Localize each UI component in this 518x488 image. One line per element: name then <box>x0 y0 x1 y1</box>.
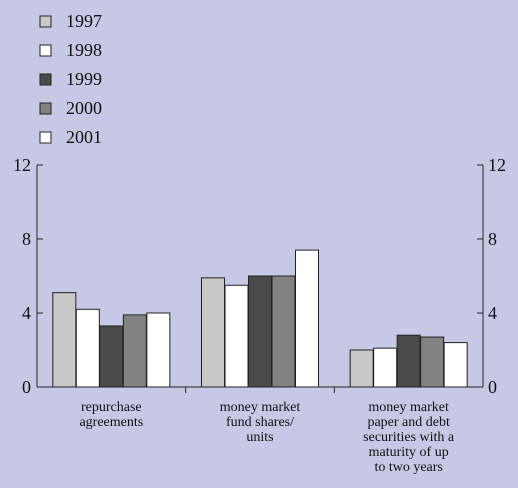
y-tick-label-left-8: 8 <box>22 229 31 249</box>
category-label-2-line-0: money market <box>368 400 449 415</box>
legend-label-1997: 1997 <box>66 11 102 31</box>
y-tick-label-left-12: 12 <box>13 155 31 175</box>
bar-1999-cat1 <box>248 275 272 388</box>
bar-2000-cat2 <box>420 336 445 388</box>
legend-label-2000: 2000 <box>66 98 102 118</box>
bar-1998-cat2 <box>373 347 398 388</box>
category-label-0-line-1: agreements <box>79 415 143 430</box>
category-label-2-line-4: to two years <box>374 460 442 475</box>
legend-label-1998: 1998 <box>66 40 102 60</box>
category-label-2-line-1: paper and debt <box>367 415 450 430</box>
legend-swatch-1997 <box>39 15 52 28</box>
legend-swatch-1998 <box>39 44 52 57</box>
bar-1999-cat2 <box>396 334 421 388</box>
category-label-1-line-1: fund shares/ <box>226 415 294 430</box>
bar-1999-cat0 <box>99 325 124 388</box>
category-label-1-line-2: units <box>246 430 273 445</box>
bar-1997-cat0 <box>52 292 77 388</box>
legend-swatch-1999 <box>39 73 52 86</box>
category-label-2-line-3: maturity of up <box>369 445 449 460</box>
legend-label-2001: 2001 <box>66 127 102 147</box>
legend: 1997 1998 1999 2000 2001 <box>39 11 102 147</box>
category-label-0: repurchase agreements <box>79 400 143 430</box>
y-tick-label-right-12: 12 <box>488 155 506 175</box>
bar-1998-cat0 <box>75 308 100 388</box>
y-tick-label-right-8: 8 <box>488 229 497 249</box>
category-label-0-line-0: repurchase <box>81 400 142 415</box>
y-tick-label-right-0: 0 <box>488 377 497 397</box>
bar-2001-cat1 <box>295 249 319 388</box>
y-tick-label-left-4: 4 <box>22 303 31 323</box>
y-tick-label-right-4: 4 <box>488 303 497 323</box>
category-label-1-line-0: money market <box>220 400 301 415</box>
bar-2000-cat1 <box>271 275 296 388</box>
legend-swatch-2001 <box>39 131 52 144</box>
bar-1997-cat1 <box>201 277 225 388</box>
bar-2000-cat0 <box>122 314 147 388</box>
legend-swatch-2000 <box>39 102 52 115</box>
bar-1998-cat1 <box>224 284 249 388</box>
bar-1997-cat2 <box>349 349 374 388</box>
legend-label-1999: 1999 <box>66 69 102 89</box>
bar-2001-cat0 <box>146 312 171 388</box>
category-label-2: money market paper and debt securities wit… <box>363 400 455 475</box>
bars <box>52 249 468 388</box>
category-label-2-line-2: securities with a <box>363 430 455 445</box>
category-label-1: money market fund shares/units <box>220 400 301 445</box>
bar-2001-cat2 <box>443 342 468 388</box>
y-tick-label-left-0: 0 <box>22 377 31 397</box>
